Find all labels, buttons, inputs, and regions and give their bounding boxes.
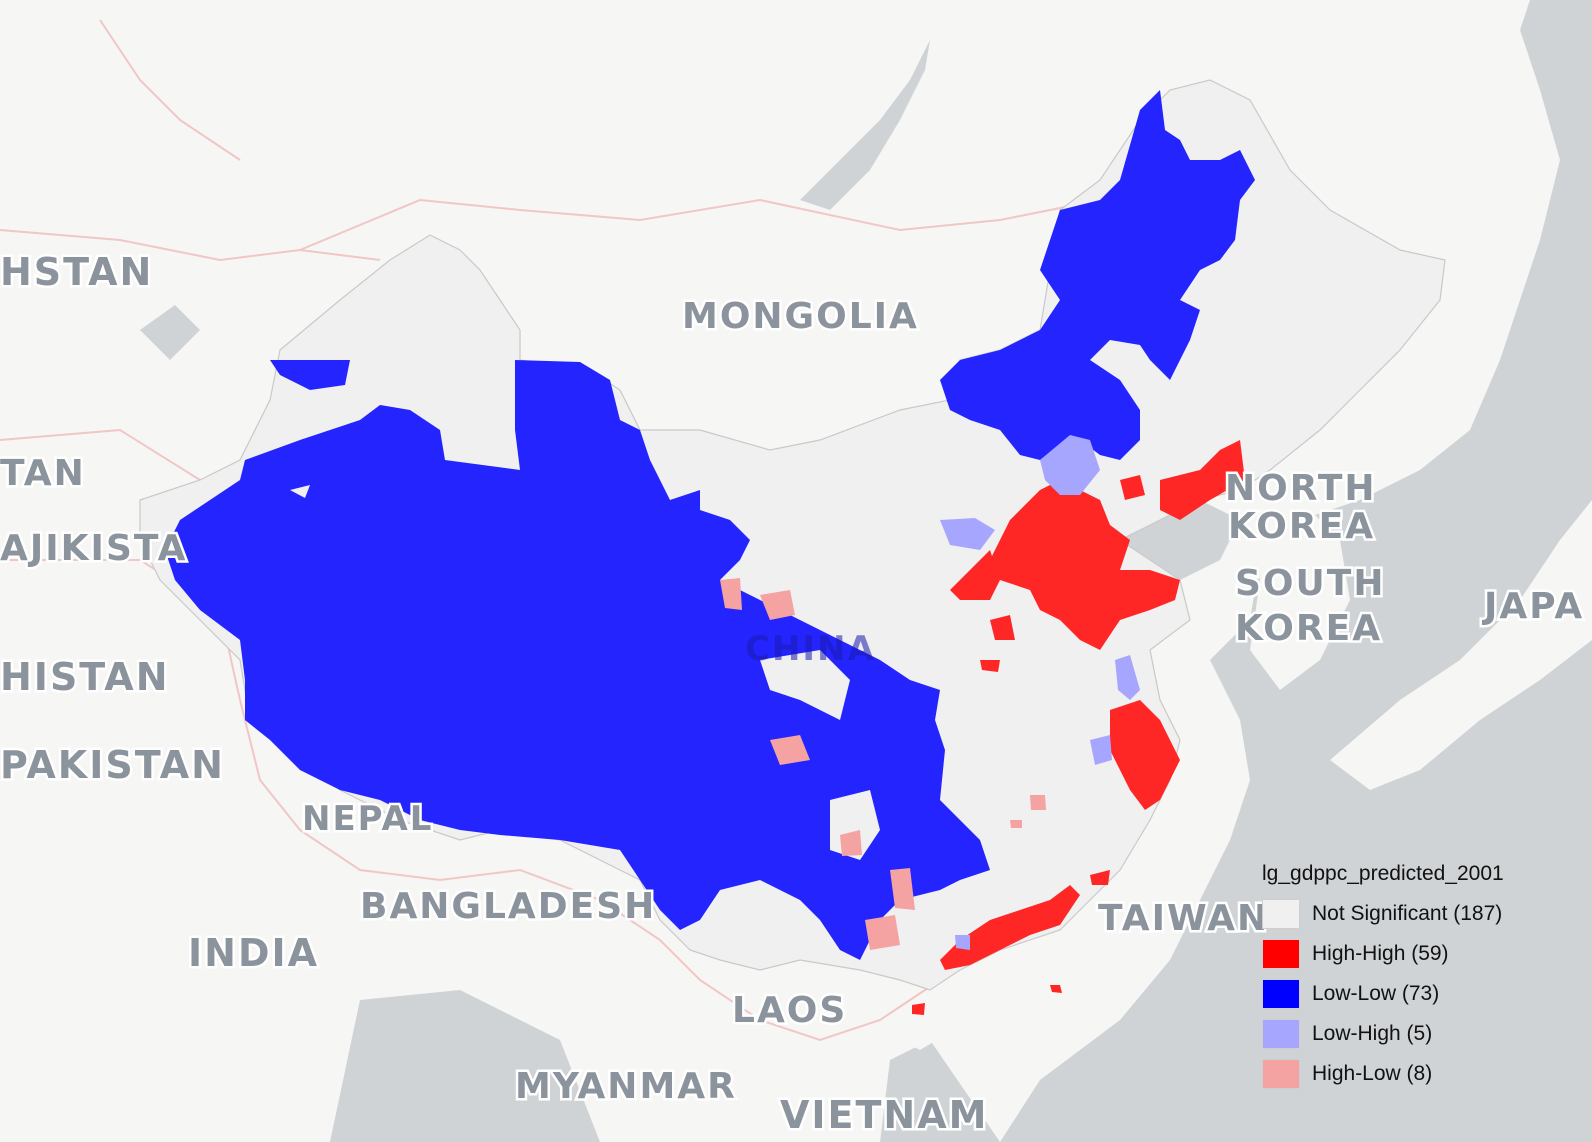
label-tajikistan: AJIKISTA: [0, 528, 188, 569]
high-low-sichuan: [770, 735, 810, 765]
high-low-guangxi2: [865, 915, 900, 950]
gulf-of-tonkin: [880, 1040, 1000, 1142]
label-bangladesh: BANGLADESH: [360, 886, 656, 927]
label-kazakhstan: HSTAN: [0, 250, 153, 294]
high-high-hainan: [912, 1003, 925, 1015]
high-low-jiangxi: [1010, 820, 1022, 828]
low-high-shanxi: [940, 518, 995, 550]
label-vietnam: VIETNAM: [780, 1093, 988, 1137]
legend-swatch: [1262, 979, 1300, 1009]
label-india: INDIA: [188, 931, 319, 975]
legend-label: Low-High (5): [1312, 1022, 1433, 1045]
label-laos: LAOS: [732, 990, 847, 1031]
lake-baikal: [800, 40, 930, 210]
map-legend: lg_gdppc_predicted_2001 Not Significant …: [1262, 862, 1562, 1094]
label-china: CHINA: [745, 629, 876, 669]
high-high-dalian: [1120, 475, 1145, 500]
high-low-guangxi1: [890, 868, 915, 910]
islands-layer: [900, 500, 1592, 1050]
ns-hole-2: [760, 650, 850, 720]
low-low-northeast: [940, 90, 1255, 460]
label-myanmar: MYANMAR: [515, 1066, 737, 1107]
high-high-henan2: [980, 660, 1000, 672]
low-high-guangdong: [955, 935, 970, 950]
label-japan: JAPA: [1481, 586, 1584, 627]
legend-swatch: [1262, 1019, 1300, 1049]
label-north-korea-line1: NORTH: [1225, 468, 1377, 509]
label-mongolia: MONGOLIA: [682, 296, 919, 337]
legend-label: Low-Low (73): [1312, 982, 1440, 1005]
korea-peninsula: [1250, 500, 1350, 690]
high-low-guizhou: [840, 830, 862, 856]
ns-hole-1: [290, 485, 310, 498]
legend-item-high-low: High-Low (8): [1262, 1054, 1562, 1094]
low-low-west: [165, 360, 990, 960]
legend-item-not-significant: Not Significant (187): [1262, 894, 1562, 934]
china-regions: [139, 79, 1446, 1015]
high-high-liaoning: [1160, 440, 1245, 520]
legend-label: High-High (59): [1312, 942, 1449, 965]
label-kyrgyzstan: TAN: [0, 453, 86, 494]
low-high-jiangsu: [1115, 655, 1140, 700]
japan-island: [1330, 500, 1592, 790]
label-afghanistan: HISTAN: [0, 655, 170, 699]
country-labels: HSTAN TAN AJIKISTA HISTAN PAKISTAN MONGO…: [0, 248, 1585, 1140]
high-low-gansu1: [720, 578, 742, 610]
hainan-island: [900, 1010, 945, 1050]
label-pakistan: PAKISTAN: [0, 743, 225, 787]
label-nepal: NEPAL: [302, 799, 433, 839]
high-high-islet: [1050, 985, 1062, 993]
caspian-lake: [140, 305, 200, 360]
legend-item-low-high: Low-High (5): [1262, 1014, 1562, 1054]
label-south-korea-line1: SOUTH: [1235, 563, 1385, 604]
high-high-north: [990, 480, 1180, 650]
legend-item-high-high: High-High (59): [1262, 934, 1562, 974]
legend-swatch: [1262, 939, 1300, 969]
legend-title: lg_gdppc_predicted_2001: [1262, 862, 1504, 885]
taiwan-island: [1095, 880, 1130, 960]
label-north-korea-line2: KOREA: [1228, 506, 1375, 547]
legend-label: Not Significant (187): [1312, 902, 1503, 925]
high-high-fujian: [1090, 870, 1110, 885]
bay-of-bengal: [330, 990, 600, 1142]
high-high-henan: [990, 615, 1015, 640]
low-high-anhui: [1090, 735, 1112, 765]
high-low-hunan: [1030, 795, 1046, 810]
high-high-shanxi: [950, 550, 1000, 600]
legend-item-low-low: Low-Low (73): [1262, 974, 1562, 1014]
label-south-korea-line2: KOREA: [1235, 608, 1382, 649]
low-high-beijing: [1040, 435, 1100, 495]
legend-swatch: [1262, 1059, 1300, 1089]
legend-label: High-Low (8): [1312, 1062, 1433, 1085]
low-low-xinjiang-spot: [270, 360, 350, 390]
high-high-delta: [1110, 700, 1180, 810]
label-taiwan: TAIWAN: [1098, 898, 1269, 939]
high-high-southcoast: [940, 885, 1080, 970]
legend-swatch: [1262, 899, 1300, 929]
high-low-gansu2: [760, 590, 795, 620]
